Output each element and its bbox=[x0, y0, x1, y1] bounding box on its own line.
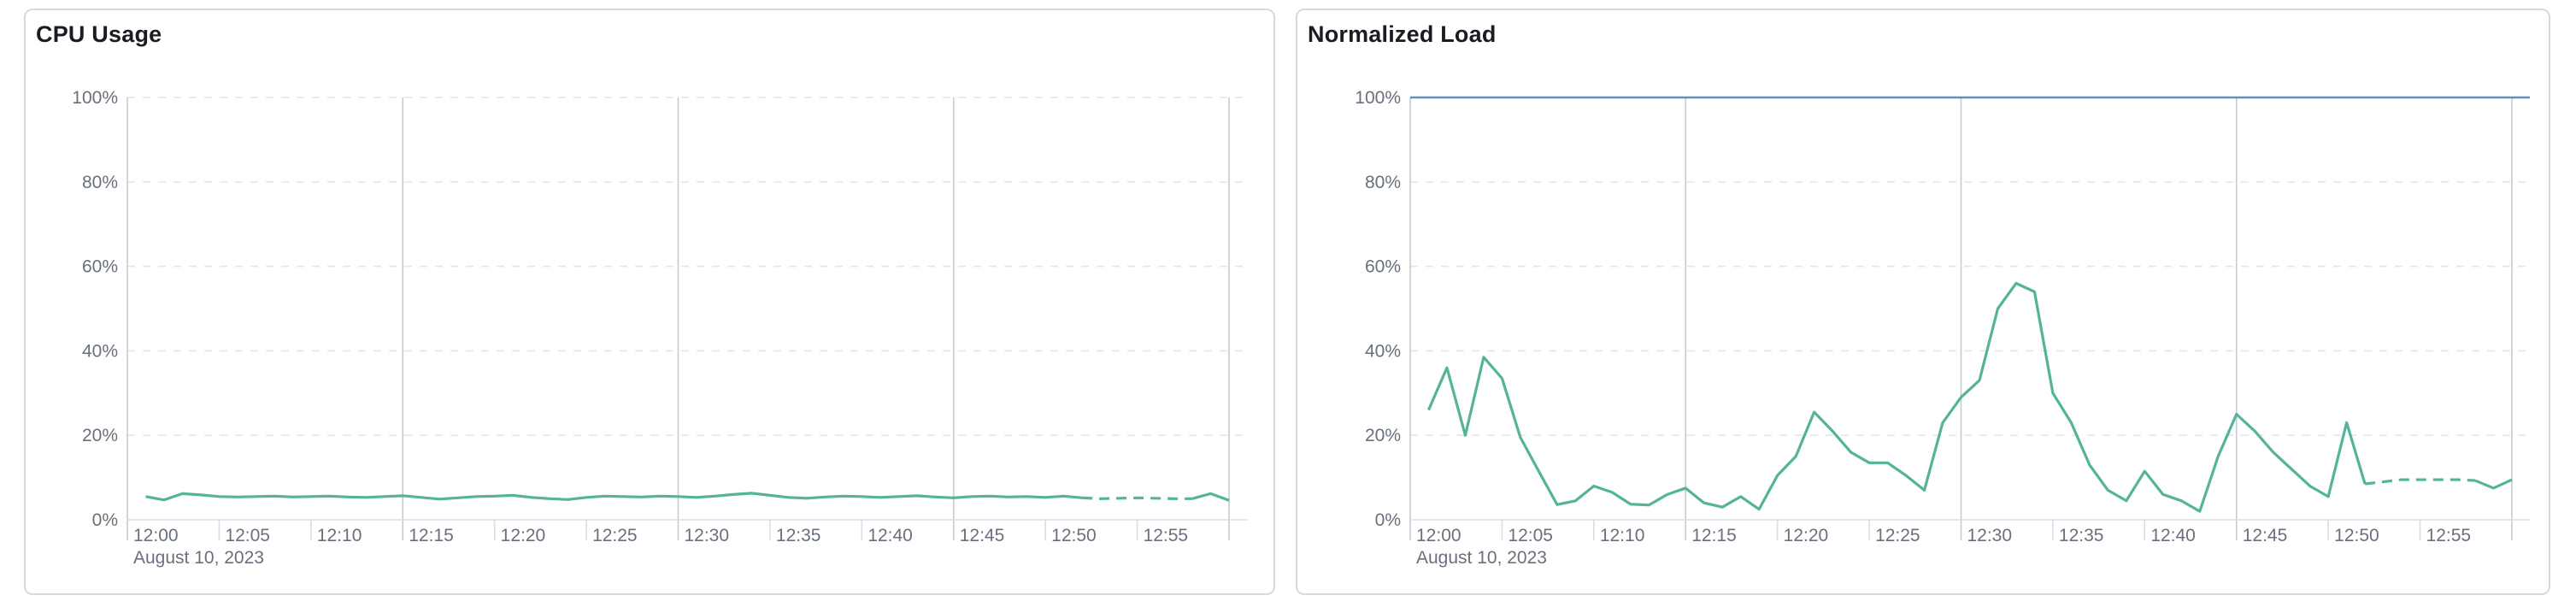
chart-title: Normalized Load bbox=[1308, 21, 1497, 47]
x-axis-tick-label: 12:00 bbox=[1416, 526, 1461, 545]
x-axis-tick-label: 12:30 bbox=[1967, 526, 2012, 545]
y-axis-tick-label: 60% bbox=[82, 257, 118, 277]
x-axis-tick-label: 12:55 bbox=[1144, 526, 1189, 545]
x-axis-tick-label: 12:40 bbox=[2150, 526, 2196, 545]
y-axis-tick-label: 40% bbox=[1365, 341, 1401, 361]
y-axis-tick-label: 20% bbox=[82, 426, 118, 445]
normalized-load-percent-line bbox=[1427, 281, 2367, 513]
x-axis-tick-label: 12:10 bbox=[317, 526, 362, 545]
x-axis-tick-label: 12:50 bbox=[2334, 526, 2379, 545]
x-axis-tick-label: 12:45 bbox=[960, 526, 1005, 545]
x-axis-date-label: August 10, 2023 bbox=[1416, 548, 1547, 568]
cpu-usage-chart: 0% 20% 40% 60% 80% 100% 12:00 12:05 12:10 12:15 12… bbox=[72, 88, 1247, 568]
y-axis-tick-label: 100% bbox=[72, 88, 118, 108]
normalized-load-percent-line bbox=[2474, 478, 2513, 490]
x-axis-tick-label: 12:25 bbox=[592, 526, 638, 545]
x-axis-tick-label: 12:40 bbox=[867, 526, 913, 545]
x-axis-tick-label: 12:05 bbox=[225, 526, 270, 545]
y-axis-tick-label: 80% bbox=[1365, 173, 1401, 192]
x-axis-tick-label: 12:15 bbox=[409, 526, 454, 545]
y-axis-tick-label: 20% bbox=[1365, 426, 1401, 445]
cpu-usage-percent-line bbox=[145, 492, 1083, 502]
x-axis-tick-label: 12:45 bbox=[2243, 526, 2288, 545]
x-axis-tick-label: 12:10 bbox=[1600, 526, 1645, 545]
x-axis-tick-label: 12:55 bbox=[2426, 526, 2472, 545]
normalized-load-chart: 0% 20% 40% 60% 80% 100% 12:00 12:05 12:10 12:15 12… bbox=[1355, 88, 2530, 568]
y-axis-tick-label: 60% bbox=[1365, 257, 1401, 277]
cpu-usage-percent-line bbox=[1191, 492, 1230, 502]
x-axis-tick-label: 12:00 bbox=[133, 526, 179, 545]
x-axis-tick-label: 12:20 bbox=[1784, 526, 1829, 545]
chart-title: CPU Usage bbox=[36, 21, 162, 47]
y-axis-tick-label: 100% bbox=[1355, 88, 1401, 108]
y-axis-tick-label: 0% bbox=[1375, 510, 1401, 530]
x-axis-tick-label: 12:05 bbox=[1508, 526, 1553, 545]
cpu-usage-panel: CPU Usage 0% 20% 40% 60% 80% 100% 12:00 12:05 12… bbox=[24, 9, 1275, 595]
x-axis-tick-label: 12:25 bbox=[1875, 526, 1920, 545]
x-axis-tick-label: 12:15 bbox=[1691, 526, 1737, 545]
x-axis-tick-label: 12:20 bbox=[501, 526, 546, 545]
x-axis-tick-label: 12:50 bbox=[1051, 526, 1097, 545]
y-axis-tick-label: 0% bbox=[92, 510, 118, 530]
x-axis-date-label: August 10, 2023 bbox=[133, 548, 264, 568]
normalized-load-panel: Normalized Load 0% 20% 40% 60% 80% 100% 12:00 1… bbox=[1296, 9, 2550, 595]
x-axis-tick-label: 12:35 bbox=[2059, 526, 2104, 545]
x-axis-tick-label: 12:30 bbox=[684, 526, 729, 545]
y-axis-tick-label: 40% bbox=[82, 341, 118, 361]
y-axis-tick-label: 80% bbox=[82, 173, 118, 192]
x-axis-tick-label: 12:35 bbox=[776, 526, 821, 545]
normalized-load-percent-dashed-segment bbox=[2364, 478, 2476, 486]
